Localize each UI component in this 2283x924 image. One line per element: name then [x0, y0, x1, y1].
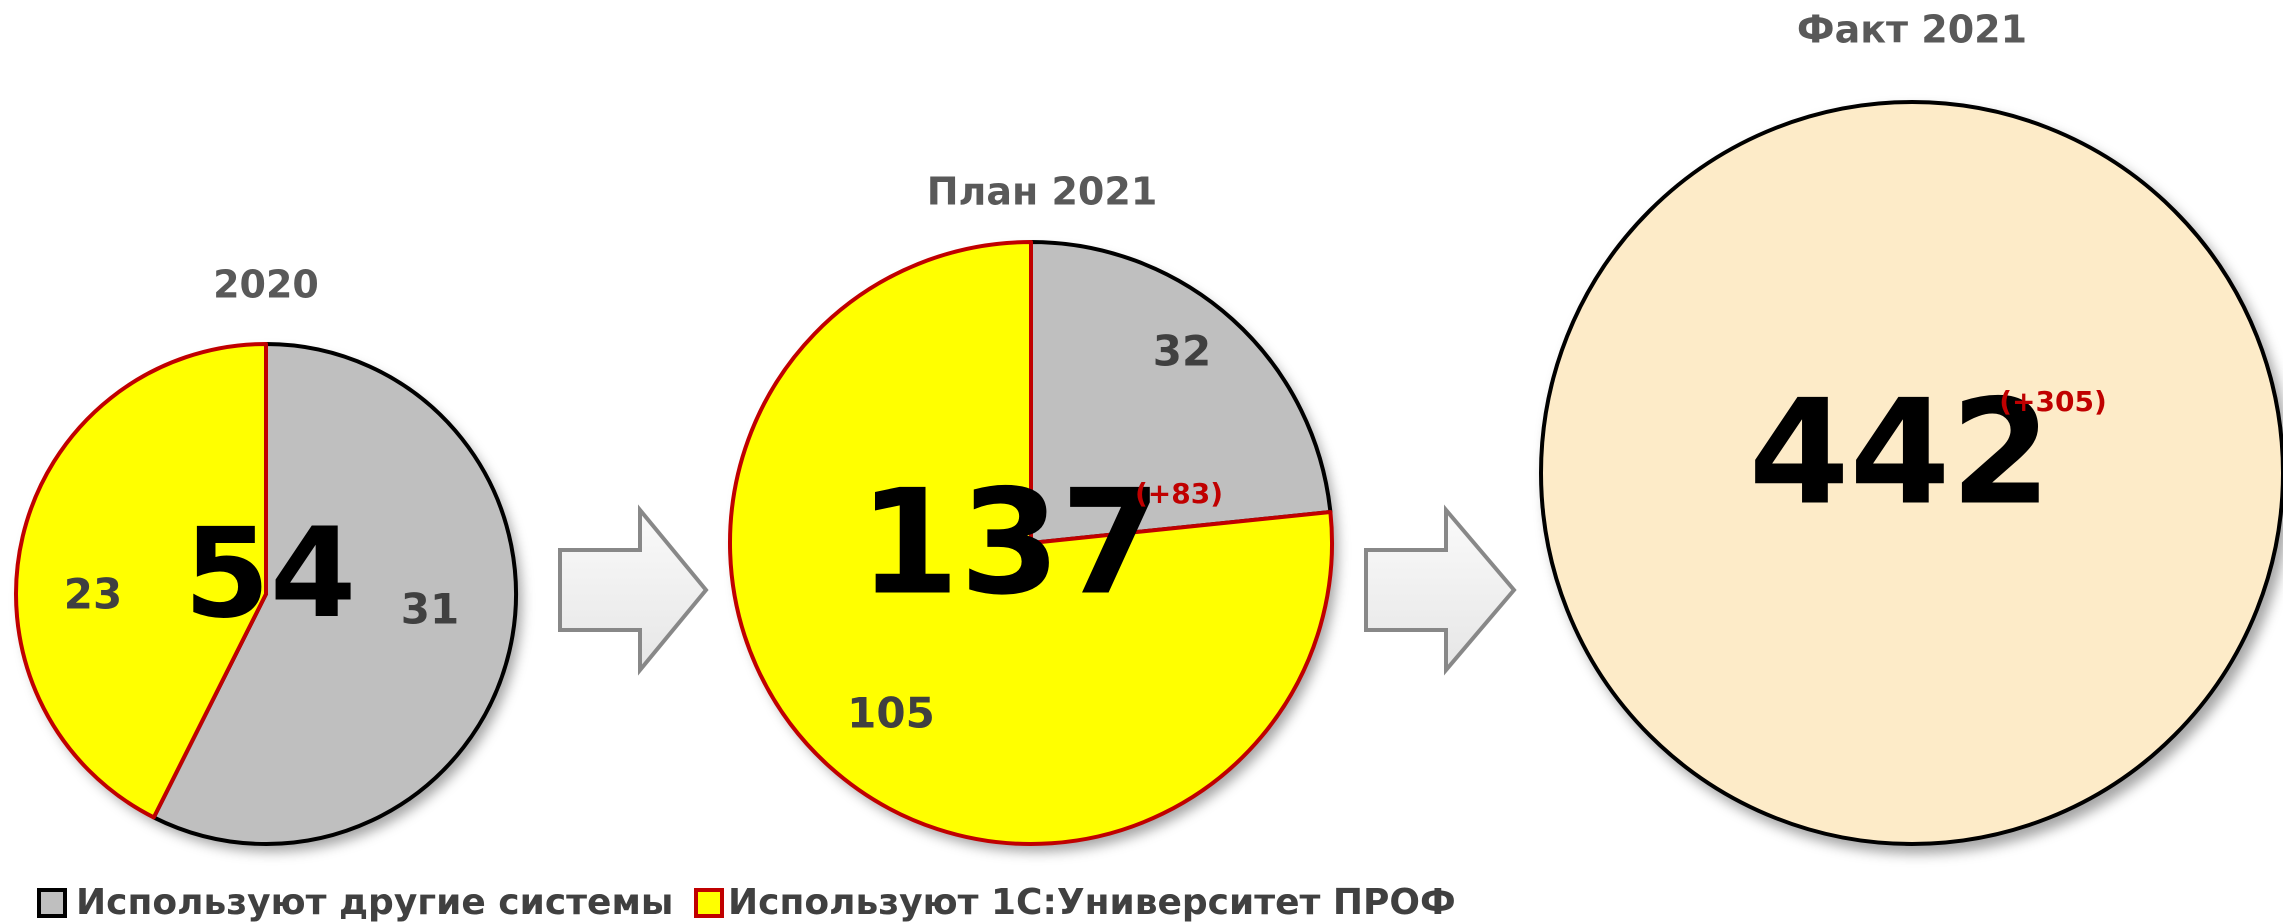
chart-title: 2020: [213, 263, 319, 307]
slice-label: 31: [401, 585, 459, 634]
legend-label: Используют другие системы: [76, 882, 673, 923]
pie-slice: [1029, 240, 1333, 545]
chart-title: План 2021: [927, 170, 1158, 214]
annotation: (+305): [1999, 385, 2107, 418]
legend-swatch: [694, 888, 724, 918]
chart-title: Факт 2021: [1797, 8, 2027, 52]
total-circle: [1539, 100, 2283, 846]
total-label: 442: [1749, 369, 2052, 538]
pie-slice: [151, 342, 518, 846]
arrow: [558, 504, 709, 676]
pie-slice: [728, 240, 1334, 846]
total-label: 137: [859, 459, 1162, 628]
legend-label: Используют 1С:Университет ПРОФ: [728, 882, 1456, 923]
slice-label: 32: [1153, 327, 1211, 376]
annotation: (+83): [1135, 477, 1223, 510]
pie-slice: [14, 342, 268, 820]
slice-label: 105: [847, 689, 935, 738]
slice-label: 23: [64, 570, 122, 619]
total-label: 54: [184, 502, 357, 646]
legend-swatch: [37, 888, 67, 918]
arrow: [1364, 504, 1517, 676]
